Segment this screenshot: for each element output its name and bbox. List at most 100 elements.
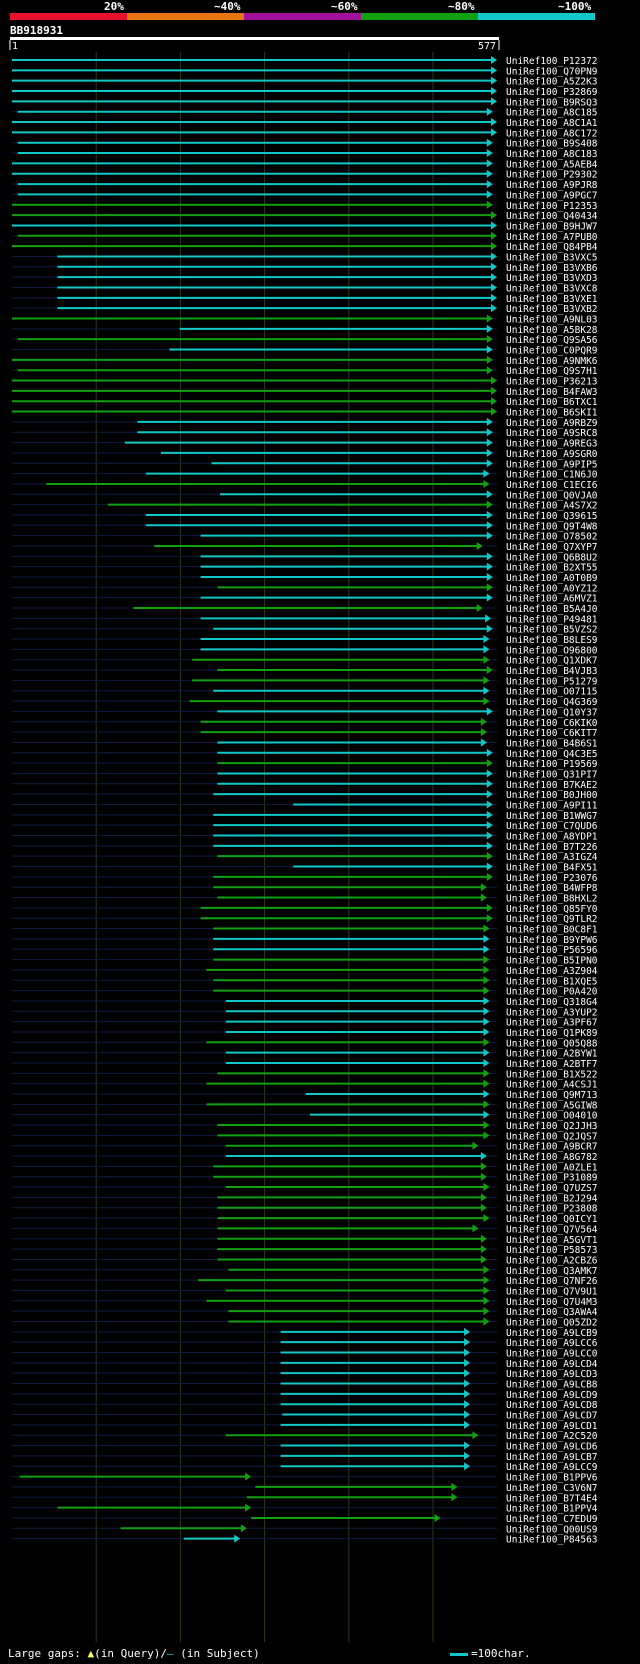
alignment-arrowhead [491, 262, 497, 271]
identity-legend-bar: 20% ~40% ~60% ~80% ~100% [0, 0, 640, 26]
subject-id-label: UniRef100_C1N6J0 [506, 470, 598, 481]
subject-id-label: UniRef100_P23808 [506, 1204, 598, 1215]
alignment-arrowhead [483, 1265, 490, 1274]
subject-id-label: UniRef100_A5Z2K3 [506, 77, 598, 88]
alignment-arrowhead [486, 428, 493, 437]
identity-band-3 [244, 13, 361, 20]
subject-id-label: UniRef100_B1PPV6 [506, 1473, 598, 1484]
subject-id-label: UniRef100_A2BYW1 [506, 1049, 598, 1060]
scale-legend: =100char. [450, 1647, 531, 1660]
subject-id-label: UniRef100_C6KIK0 [506, 718, 598, 729]
subject-id-label: UniRef100_A9LCB7 [506, 1452, 598, 1463]
subject-id-label: UniRef100_A0T0B9 [506, 573, 598, 584]
subject-id-label: UniRef100_A9LCD7 [506, 1411, 598, 1422]
alignment-arrowhead [486, 438, 493, 447]
alignment-arrowhead [480, 1162, 487, 1171]
subject-id-label: UniRef100_Q9S7H1 [506, 366, 598, 377]
alignment-arrowhead [464, 1400, 471, 1409]
subject-id-label: UniRef100_Q6B8U2 [506, 552, 598, 563]
alignment-arrowhead [483, 945, 490, 954]
alignment-arrowhead [486, 903, 493, 912]
alignment-arrowhead [486, 841, 493, 850]
subject-id-label: UniRef100_A3PF67 [506, 1018, 598, 1029]
alignment-arrowhead [483, 1183, 490, 1192]
alignment-arrowhead [486, 521, 493, 530]
subject-id-label: UniRef100_A4CSJ1 [506, 1080, 598, 1091]
subject-id-label: UniRef100_B0C8F1 [506, 925, 598, 936]
alignment-arrowhead [486, 779, 493, 788]
alignment-arrowhead [486, 159, 493, 168]
subject-id-label: UniRef100_B4WFP8 [506, 883, 598, 894]
subject-id-label: UniRef100_B7T4E4 [506, 1493, 598, 1504]
subject-id-label: UniRef100_Q00US9 [506, 1524, 598, 1535]
alignment-arrowhead [486, 769, 493, 778]
subject-id-label: UniRef100_B9YPW6 [506, 935, 598, 946]
subject-id-label: UniRef100_C6KIT7 [506, 728, 598, 739]
subject-id-label: UniRef100_P19569 [506, 759, 598, 770]
alignment-arrowhead [486, 200, 493, 209]
subject-id-label: UniRef100_A3IGZ4 [506, 852, 598, 863]
alignment-arrowhead [483, 1007, 490, 1016]
subject-id-label: UniRef100_Q84PB4 [506, 242, 598, 253]
alignment-arrowhead [480, 1172, 487, 1181]
subject-id-label: UniRef100_B1X522 [506, 1069, 598, 1080]
subject-id-label: UniRef100_P32869 [506, 87, 598, 98]
query-gap-marker-icon: ▲ [87, 1647, 95, 1660]
subject-id-label: UniRef100_B7T226 [506, 842, 598, 853]
subject-id-label: UniRef100_A9LCD8 [506, 1400, 598, 1411]
subject-id-label: UniRef100_Q1XDK7 [506, 656, 598, 667]
alignment-arrowhead [483, 1286, 490, 1295]
subject-id-label: UniRef100_O96800 [506, 645, 598, 656]
subject-id-label: UniRef100_A8C172 [506, 128, 598, 139]
alignment-arrowhead [486, 355, 493, 364]
subject-id-label: UniRef100_Q4G369 [506, 697, 598, 708]
alignment-arrowhead [486, 459, 493, 468]
gap-legend: Large gaps: ▲(in Query)/— (in Subject) [8, 1647, 260, 1660]
subject-id-label: UniRef100_Q7U4M3 [506, 1297, 598, 1308]
subject-id-label: UniRef100_P49481 [506, 614, 598, 625]
subject-id-label: UniRef100_A5AEB4 [506, 159, 598, 170]
alignment-arrowhead [483, 1027, 490, 1036]
gap-legend-label: Large gaps: [8, 1647, 81, 1660]
alignment-arrowhead [486, 324, 493, 333]
subject-id-label: UniRef100_B4FX51 [506, 863, 598, 874]
alignment-arrowhead [491, 76, 497, 85]
alignment-arrowhead [491, 386, 497, 395]
alignment-arrowhead [486, 748, 493, 757]
alignment-arrowhead [483, 1069, 490, 1078]
identity-band-label: 20% [104, 0, 124, 13]
alignment-arrowhead [483, 469, 490, 478]
subject-id-label: UniRef100_A9LCD3 [506, 1369, 598, 1380]
subject-id-label: UniRef100_A9LCC6 [506, 1338, 598, 1349]
alignment-arrowhead [480, 728, 487, 737]
subject-id-label: UniRef100_B3VXE1 [506, 294, 598, 305]
subject-id-label: UniRef100_Q9SA56 [506, 335, 598, 346]
alignment-arrowhead [486, 335, 493, 344]
subject-id-label: UniRef100_Q7XYP7 [506, 542, 598, 553]
subject-id-label: UniRef100_A9NMK6 [506, 356, 598, 367]
subject-id-label: UniRef100_P36213 [506, 377, 598, 388]
query-gap-text: (in Query)/ [94, 1647, 167, 1660]
subject-id-label: UniRef100_Q9TLR2 [506, 914, 598, 925]
subject-id-label: UniRef100_A5GIW8 [506, 1100, 598, 1111]
subject-id-label: UniRef100_P23076 [506, 873, 598, 884]
alignment-arrowhead [483, 1090, 490, 1098]
subject-id-label: UniRef100_A2C520 [506, 1431, 598, 1442]
subject-id-label: UniRef100_Q2JQS7 [506, 1131, 598, 1142]
alignment-arrowhead [480, 883, 487, 892]
alignment-arrowhead [434, 1513, 441, 1522]
subject-id-label: UniRef100_A0YZ12 [506, 583, 598, 594]
alignment-arrowhead [483, 1017, 490, 1026]
alignment-arrowhead [483, 635, 490, 644]
alignment-arrowhead [486, 138, 493, 147]
alignment-arrowhead [472, 1224, 479, 1233]
alignment-arrowhead [486, 190, 493, 199]
subject-id-label: UniRef100_A9LCC0 [506, 1349, 598, 1360]
alignment-arrowhead [464, 1441, 471, 1450]
subject-id-label: UniRef100_A8G782 [506, 1152, 598, 1163]
identity-band-label: ~60% [331, 0, 358, 13]
ruler-end-label: 577 [478, 41, 496, 52]
alignment-arrowhead [486, 624, 493, 633]
subject-id-label: UniRef100_B1PPV4 [506, 1504, 598, 1515]
subject-id-label: UniRef100_B6SKI1 [506, 408, 598, 419]
